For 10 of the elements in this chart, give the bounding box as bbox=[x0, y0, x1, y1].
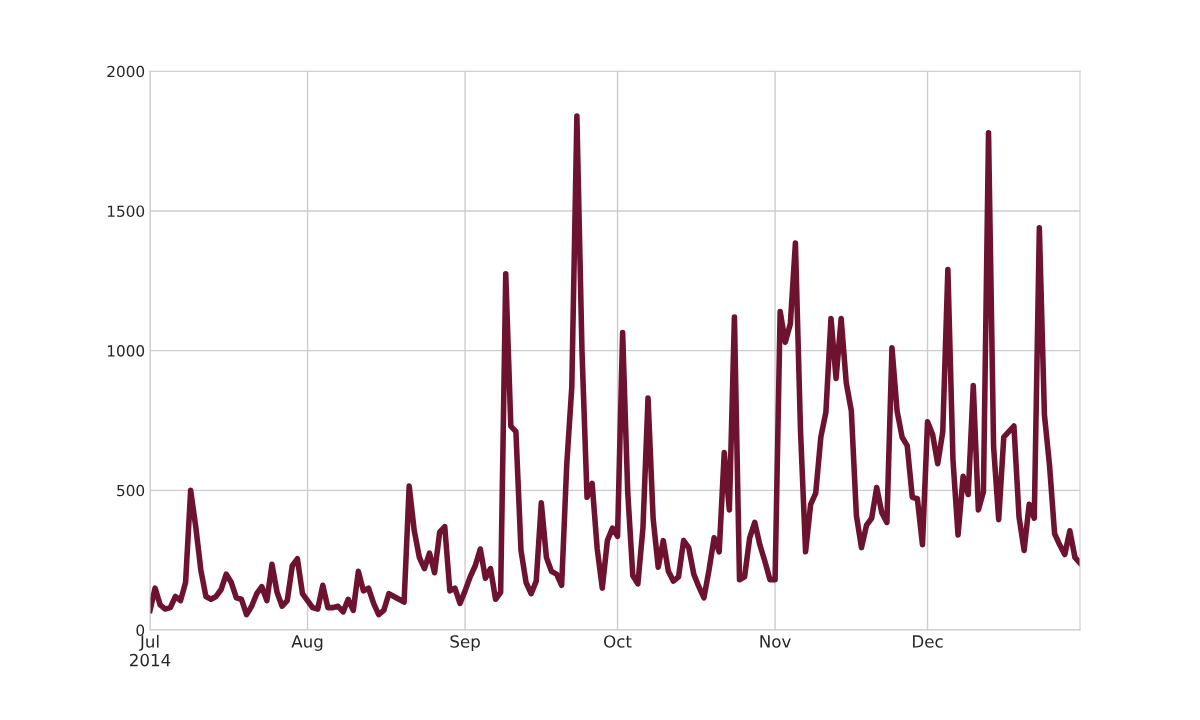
y-tick-label: 1500 bbox=[107, 205, 145, 217]
y-tick-label: 0 bbox=[136, 624, 145, 637]
x-tick-label: Oct bbox=[604, 635, 632, 648]
y-tick-label: 500 bbox=[117, 484, 145, 497]
x-tick-label: Nov bbox=[760, 635, 791, 648]
y-tick-label: 2000 bbox=[107, 65, 145, 78]
x-tick-label: Aug bbox=[291, 635, 323, 651]
x-tick-label: Dec bbox=[913, 635, 943, 648]
y-tick-label: 1000 bbox=[107, 345, 145, 357]
x-tick-label: Sep bbox=[450, 635, 480, 651]
